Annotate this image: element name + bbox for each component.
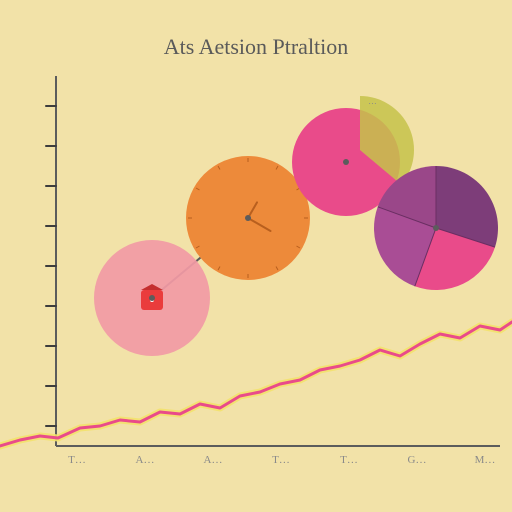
chart-canvas: … Ats Aetsion Ptraltion T… A… A… T… T… G… M… bbox=[0, 0, 512, 512]
x-tick-label: T… bbox=[272, 454, 290, 466]
x-tick-label: T… bbox=[340, 454, 358, 466]
x-tick-label: G… bbox=[408, 454, 427, 466]
x-tick-label: A… bbox=[204, 454, 223, 466]
x-tick-label: M… bbox=[475, 454, 496, 466]
svg-text:…: … bbox=[368, 96, 377, 106]
x-tick-label: T… bbox=[68, 454, 86, 466]
chart-svg: … bbox=[0, 0, 512, 512]
chart-title: Ats Aetsion Ptraltion bbox=[0, 34, 512, 60]
x-tick-label: A… bbox=[136, 454, 155, 466]
